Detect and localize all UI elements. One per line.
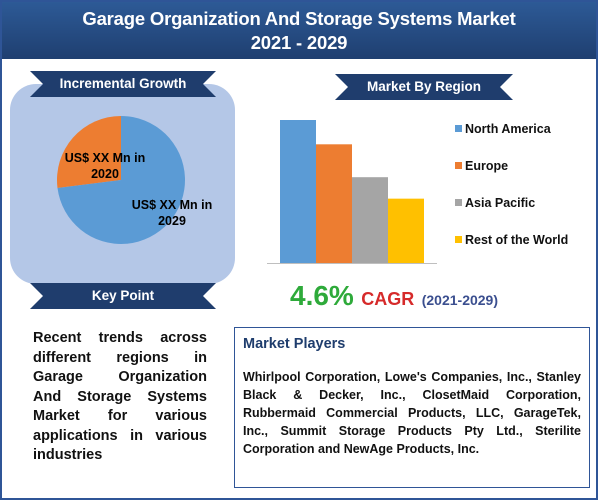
title-line-1: Garage Organization And Storage Systems … <box>82 8 516 29</box>
pie-label-2029: US$ XX Mn in 2029 <box>131 198 213 228</box>
legend-item: Asia Pacific <box>455 196 595 233</box>
legend-item: Rest of the World <box>455 233 595 270</box>
market-players-box: Market Players Whirlpool Corporation, Lo… <box>234 327 590 488</box>
growth-pie-chart <box>56 115 186 245</box>
bar-asia-pacific <box>352 177 388 263</box>
key-point-text: Recent trends across different regions i… <box>33 330 207 463</box>
cagr-block: 4.6% CAGR (2021-2029) <box>290 280 590 312</box>
key-point-heading: Key Point <box>30 283 216 309</box>
legend-label: Europe <box>465 159 509 173</box>
legend-label: Asia Pacific <box>465 196 536 210</box>
market-by-region-heading: Market By Region <box>335 74 513 100</box>
title-line-2: 2021 - 2029 <box>250 32 348 53</box>
cagr-period: (2021-2029) <box>421 292 499 308</box>
bar-svg <box>267 120 437 264</box>
legend-swatch <box>455 162 462 169</box>
pie-svg <box>57 116 186 244</box>
incremental-growth-heading: Incremental Growth <box>30 71 216 97</box>
bar-europe <box>316 144 352 263</box>
region-legend: North America Europe Asia Pacific Rest of t… <box>455 122 595 270</box>
market-players-heading: Market Players <box>243 336 346 352</box>
legend-item: North America <box>455 122 595 159</box>
pie-slice-2029 <box>57 116 186 244</box>
pie-label-2020: US$ XX Mn in 2020 <box>64 151 146 181</box>
legend-label: Rest of the World <box>465 233 569 247</box>
region-bar-chart <box>262 108 442 268</box>
title-bar: Garage Organization And Storage Systems … <box>2 2 596 59</box>
bar-rest-of-the-world <box>388 198 424 263</box>
legend-swatch <box>455 236 462 243</box>
cagr-label: CAGR <box>361 289 415 309</box>
legend-swatch <box>455 199 462 206</box>
cagr-value: 4.6% <box>290 280 354 311</box>
legend-swatch <box>455 125 462 132</box>
pie-slice-2020 <box>57 116 121 189</box>
bar-north-america <box>280 120 316 263</box>
legend-item: Europe <box>455 159 595 196</box>
legend-label: North America <box>465 122 551 136</box>
market-players-text: Whirlpool Corporation, Lowe's Companies,… <box>243 370 581 456</box>
